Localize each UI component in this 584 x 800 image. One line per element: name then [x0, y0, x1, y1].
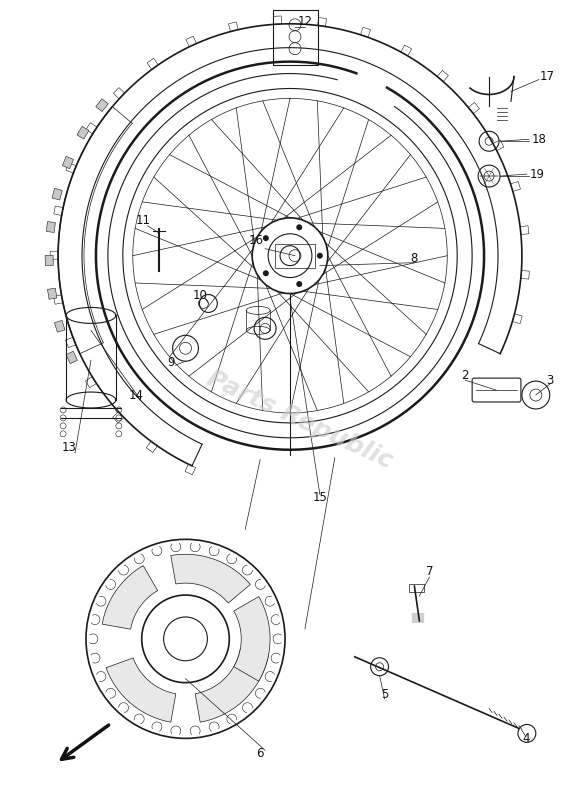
Polygon shape: [171, 554, 251, 603]
Circle shape: [296, 281, 303, 287]
Polygon shape: [47, 288, 57, 299]
Polygon shape: [234, 597, 270, 681]
Polygon shape: [106, 658, 176, 722]
Polygon shape: [66, 351, 78, 364]
Text: 4: 4: [522, 732, 530, 745]
Bar: [275, 244, 315, 268]
Polygon shape: [62, 157, 74, 169]
Polygon shape: [77, 126, 89, 139]
Text: 8: 8: [411, 252, 418, 265]
Circle shape: [317, 253, 323, 258]
Polygon shape: [54, 320, 65, 332]
Bar: [409, 584, 425, 592]
Text: 3: 3: [546, 374, 554, 386]
Text: 16: 16: [249, 234, 263, 247]
Polygon shape: [52, 188, 62, 200]
Circle shape: [296, 224, 303, 230]
Text: 14: 14: [128, 389, 143, 402]
Text: 13: 13: [62, 442, 77, 454]
Text: 7: 7: [426, 565, 433, 578]
Polygon shape: [46, 222, 55, 233]
Polygon shape: [96, 99, 108, 111]
Text: 15: 15: [312, 491, 327, 504]
Text: 11: 11: [135, 214, 150, 227]
Bar: [273, 10, 318, 65]
Polygon shape: [45, 255, 53, 266]
Text: 2: 2: [461, 369, 469, 382]
Text: 19: 19: [529, 167, 544, 181]
Text: 12: 12: [297, 15, 312, 28]
Text: 10: 10: [193, 289, 208, 302]
Text: 6: 6: [256, 747, 264, 760]
Text: 9: 9: [167, 356, 175, 369]
Text: Parts Republic: Parts Republic: [203, 366, 397, 474]
Text: 5: 5: [381, 688, 388, 701]
Polygon shape: [195, 649, 269, 722]
Circle shape: [263, 270, 269, 276]
Polygon shape: [102, 566, 158, 629]
Text: 17: 17: [539, 70, 554, 83]
Circle shape: [263, 235, 269, 241]
Text: 18: 18: [531, 133, 546, 146]
